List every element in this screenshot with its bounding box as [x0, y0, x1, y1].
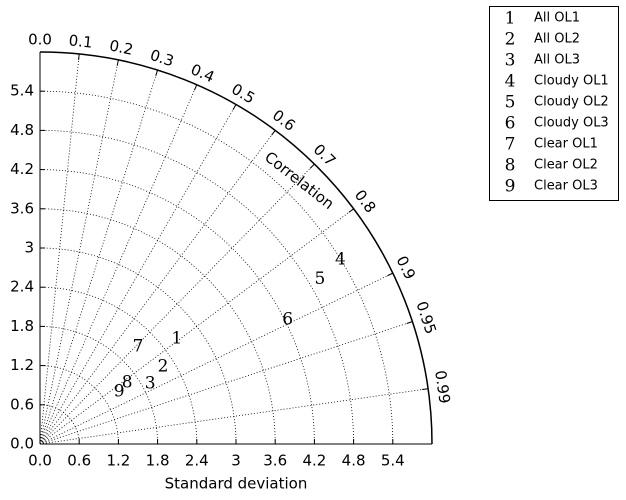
legend-label: All OL3: [534, 53, 580, 68]
corr-tick: [116, 59, 119, 66]
point-marker: 3: [145, 373, 156, 393]
x-tick-label: 3: [231, 452, 241, 470]
grid-ray: [39, 59, 119, 445]
grid-arc: [39, 326, 158, 445]
point-marker: 6: [282, 309, 293, 329]
legend-label: All OL1: [534, 11, 580, 26]
grid-arc: [39, 365, 119, 445]
grid-ray: [39, 69, 158, 445]
grid-arc: [39, 247, 237, 445]
legend-marker: 7: [505, 135, 516, 155]
corr-tick: [232, 104, 237, 110]
grid-ray: [39, 104, 237, 445]
corr-tick: [271, 130, 276, 136]
x-axis-label: Standard deviation: [165, 475, 308, 493]
legend-label: Clear OL1: [534, 137, 598, 152]
corr-tick-label: 0.2: [108, 36, 135, 58]
corr-tick: [406, 321, 413, 324]
point-marker: 2: [158, 357, 169, 377]
corr-tick-label: 0.7: [310, 140, 340, 170]
y-tick-label: 0.0: [10, 435, 34, 453]
point-marker: 4: [335, 250, 346, 270]
x-tick-label: 4.8: [342, 452, 366, 470]
legend-marker: 6: [505, 114, 516, 134]
y-tick-label: 3.6: [10, 199, 34, 217]
y-tick-label: 0.6: [10, 395, 34, 413]
point-marker: 9: [114, 381, 125, 401]
corr-tick-label: 0.1: [68, 31, 94, 51]
corr-tick: [193, 84, 198, 91]
corr-tick: [309, 163, 315, 169]
x-tick-label: 1.2: [106, 452, 130, 470]
point-marker: 8: [122, 372, 133, 392]
legend-marker: 4: [505, 72, 516, 92]
legend-marker: 2: [505, 30, 516, 50]
grid-ray: [39, 163, 315, 445]
grid-arc: [39, 169, 315, 445]
legend-marker: 5: [505, 93, 516, 113]
legend-box: [489, 6, 619, 201]
grid-ray: [39, 321, 413, 445]
corr-tick-label: 0.6: [269, 106, 299, 135]
corr-tick: [155, 69, 159, 76]
grid-arc: [39, 130, 354, 445]
point-marker: 1: [171, 328, 182, 348]
corr-tick: [422, 388, 429, 391]
x-tick-label: 1.8: [146, 452, 170, 470]
x-tick-label: 2.4: [185, 452, 209, 470]
legend-marker: 9: [505, 177, 516, 197]
grid-arc: [39, 90, 394, 445]
y-tick-label: 1.8: [10, 317, 34, 335]
corr-tick: [78, 53, 80, 60]
x-tick-label: 4.2: [302, 452, 326, 470]
point-marker: 5: [314, 269, 325, 289]
grid-arc: [39, 286, 198, 445]
corr-tick-label: 0.9: [393, 253, 420, 282]
y-tick-label: 5.4: [10, 82, 34, 100]
legend-label: Clear OL3: [534, 179, 598, 194]
corr-tick: [387, 272, 394, 277]
corr-tick-label: 0.0: [28, 31, 52, 49]
x-tick-label: 0.0: [28, 452, 52, 470]
x-tick-label: 5.4: [381, 452, 405, 470]
grid-arc: [39, 208, 276, 445]
point-marker: 7: [133, 337, 144, 357]
y-tick-label: 1.2: [10, 356, 34, 374]
outer-arc: [39, 51, 433, 445]
corr-tick: [348, 208, 354, 213]
legend-label: Cloudy OL3: [534, 116, 609, 131]
legend-marker: 1: [505, 9, 516, 29]
grid-ray: [39, 84, 198, 445]
grid-ray: [39, 272, 393, 445]
legend-label: Cloudy OL1: [534, 74, 609, 89]
legend-marker: 3: [505, 51, 516, 71]
legend-label: Clear OL2: [534, 158, 598, 173]
corr-tick-label: 0.95: [412, 299, 440, 336]
x-tick-label: 0.6: [67, 452, 91, 470]
y-tick-label: 2.4: [10, 278, 34, 296]
y-tick-label: 4.2: [10, 160, 34, 178]
y-tick-label: 4.8: [10, 121, 34, 139]
corr-tick-label: 0.3: [148, 46, 176, 70]
grid-ray: [39, 130, 276, 445]
legend-marker: 8: [505, 156, 516, 176]
corr-tick-label: 0.99: [431, 369, 454, 405]
y-tick-label: 3: [24, 239, 34, 257]
legend-label: Cloudy OL2: [534, 95, 609, 110]
x-tick-label: 3.6: [263, 452, 287, 470]
legend-label: All OL2: [534, 32, 580, 47]
grid-ray: [39, 388, 429, 445]
